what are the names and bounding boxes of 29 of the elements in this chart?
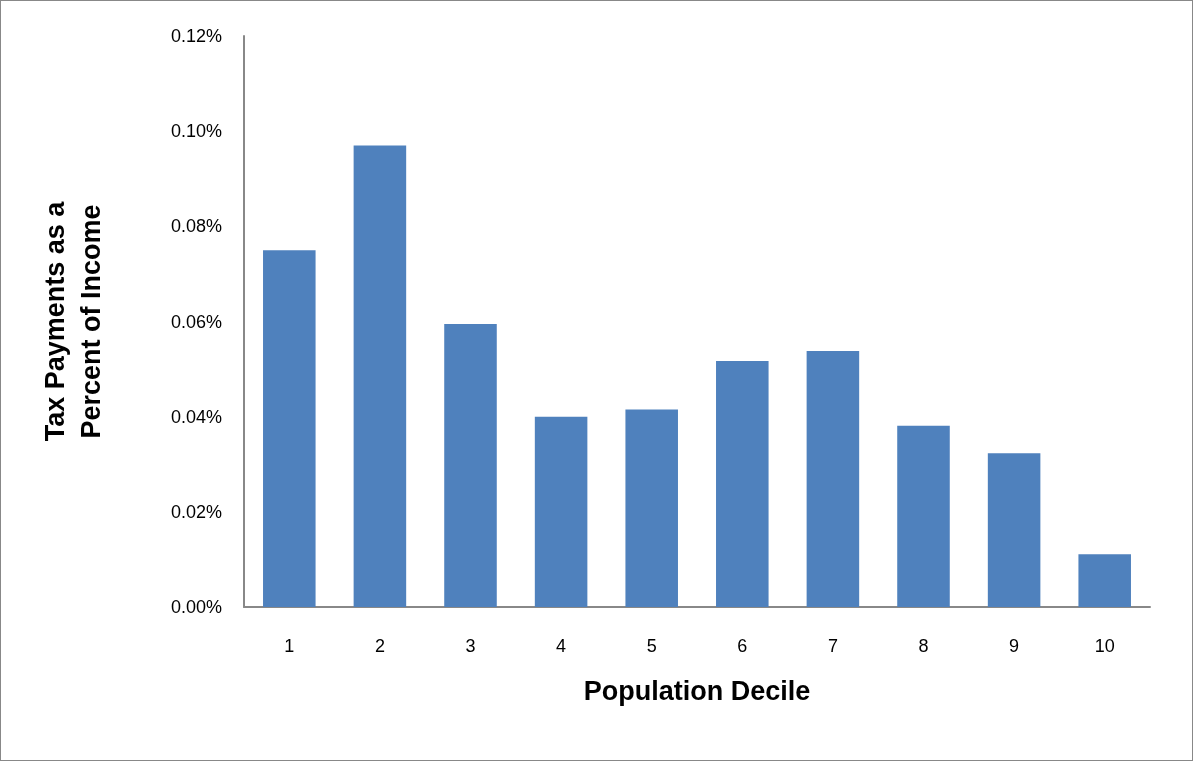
x-tick-label: 8 (918, 636, 929, 656)
x-tick-label: 5 (646, 636, 657, 656)
x-tick-label: 4 (556, 636, 567, 656)
x-tick-label: 2 (374, 636, 385, 656)
y-tick-label: 0.00% (170, 597, 222, 617)
x-tick-label: 1 (284, 636, 295, 656)
x-axis-title: Population Decile (583, 675, 811, 706)
bar (716, 360, 769, 607)
y-tick-label: 0.06% (170, 311, 222, 332)
bar (1078, 554, 1131, 607)
y-tick-label: 0.04% (170, 406, 222, 427)
y-tick-label: 0.10% (170, 121, 222, 142)
bar (353, 145, 407, 607)
x-tick-label: 10 (1094, 636, 1115, 656)
y-tick-label: 0.12% (170, 26, 222, 46)
y-axis-title: Tax Payments as a Percent of Income (40, 200, 106, 442)
bar (263, 250, 316, 607)
y-tick-label: 0.08% (170, 216, 222, 237)
x-tick-label: 3 (465, 636, 476, 656)
bar (987, 453, 1041, 607)
bar (897, 425, 950, 607)
x-tick-label: 9 (1009, 636, 1020, 656)
bar (444, 323, 497, 607)
bar (625, 409, 678, 607)
y-tick-label: 0.02% (170, 501, 222, 522)
x-tick-label: 7 (827, 636, 838, 656)
bar (806, 351, 860, 607)
bar (534, 416, 588, 607)
x-tick-label: 6 (737, 636, 748, 656)
